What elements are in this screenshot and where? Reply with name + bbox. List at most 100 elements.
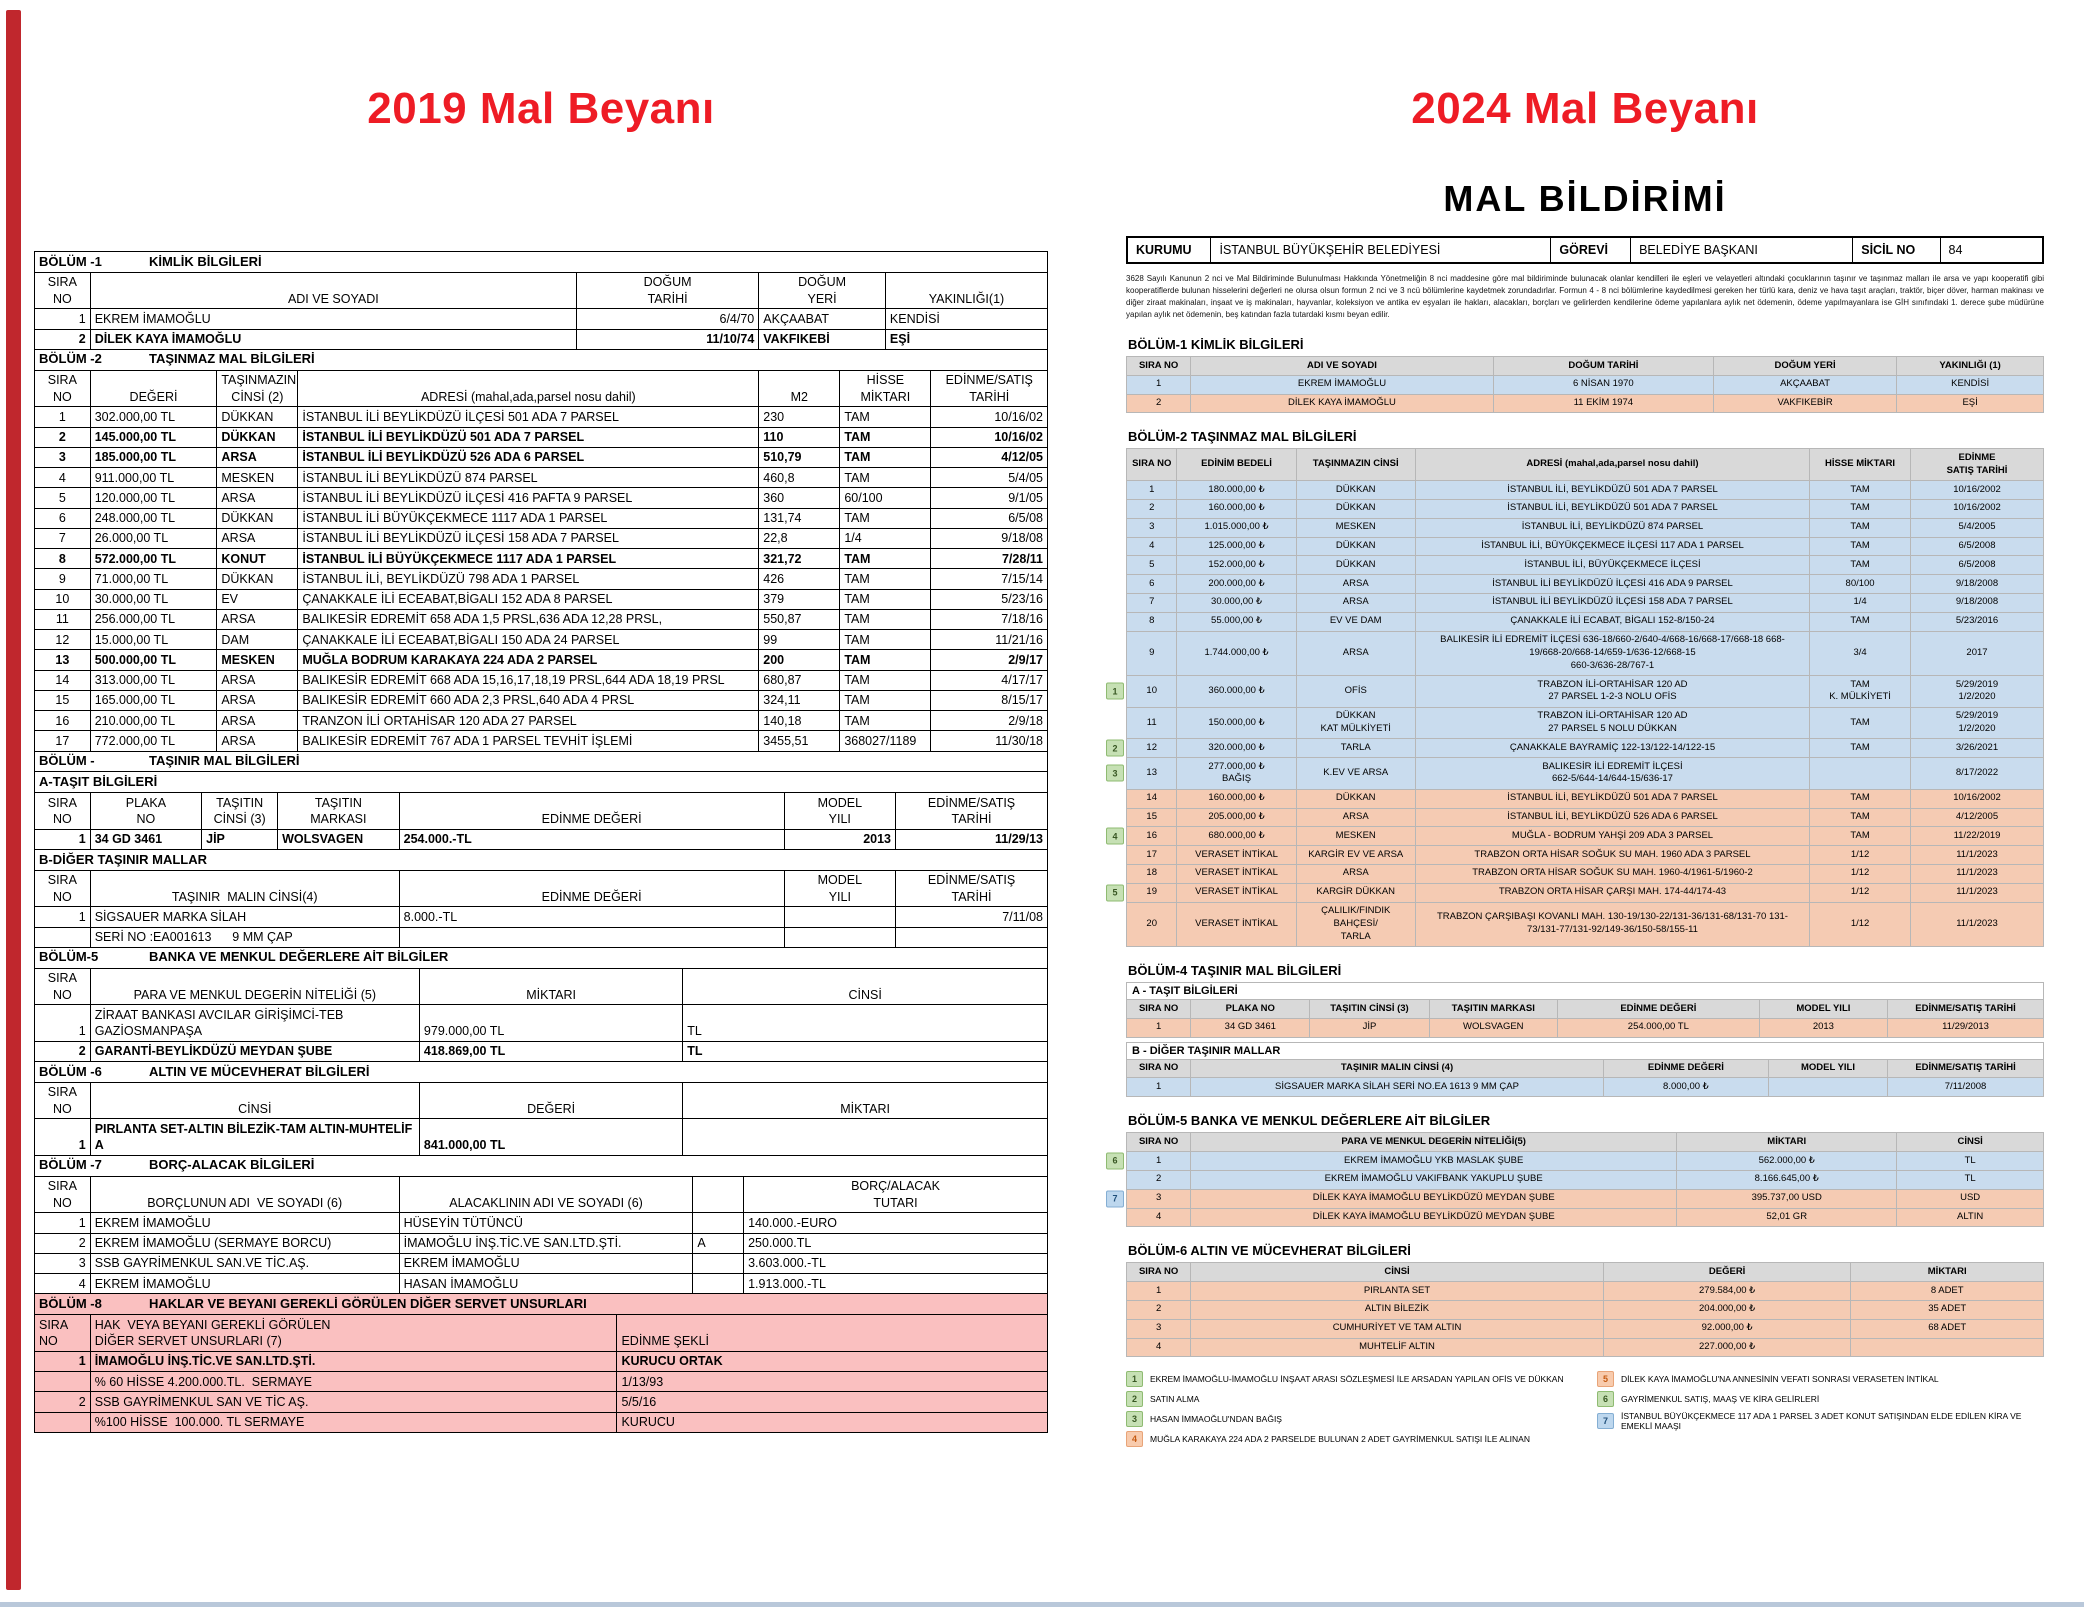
cell: 4 [34,467,91,489]
cell: 1 [1125,1017,1192,1038]
table-row: 1 PIRLANTA SET 279.584,00 ₺ 8 ADET [1125,1281,2044,1301]
cell: 7 [1125,592,1178,613]
cell: 200 [758,649,841,671]
footnote-chip: 6 [1597,1391,1614,1408]
cell: 11/10/74 [575,328,760,350]
cell: SİGSAUER MARKA SİLAH SERİ NO.EA 1613 9 M… [1190,1077,1604,1098]
footnote-item: 4 MUĞLA KARAKAYA 224 ADA 2 PARSELDE BULUN… [1126,1431,1573,1448]
footnote-badge: 5 [1106,884,1124,902]
table-row: 1 EKREM İMAMOĞLU HÜSEYİN TÜTÜNCÜ 140.000.-E… [34,1212,1048,1234]
cell: MESKEN [1295,826,1416,847]
cell: 11/29/13 [895,828,1048,851]
cell [398,926,785,948]
cell: 14 [1125,788,1178,809]
cell: A [692,1232,745,1254]
cell: 6/5/2008 [1910,536,2044,557]
table-row: 9 1.744.000,00 ₺ ARSA BALIKESİR İLİ EDREMİT… [1125,630,2044,677]
cell: İSTANBUL İLİ BEYLİKDÜZÜ İLÇESİ 416 PAFTA… [297,487,760,509]
cell: 11/1/2023 [1910,863,2044,884]
cell: TRABZON ORTA HİSAR SOĞUK SU MAH. 1960-4/… [1414,863,1811,884]
cell: 2 [34,1391,91,1413]
cell: 5 [34,487,91,509]
footnote-chip: 4 [1126,1431,1143,1448]
cell: 145.000,00 TL [89,426,218,448]
cell: 52,01 GR [1676,1207,1898,1228]
column-header: EDİNME/SATIŞ TARİHİ [1887,999,2044,1019]
cell: 5/23/2016 [1910,611,2044,632]
haklar-highlight: BÖLÜM -8 HAKLAR VE BEYANI GEREKLİ GÖRÜLEN… [34,1293,1048,1433]
section-title-b6: BÖLÜM-6 ALTIN VE MÜCEVHERAT BİLGİLERİ [1128,1243,1411,1259]
cell: KARGİR EV VE ARSA [1295,845,1416,865]
cell: SSB GAYRİMENKUL SAN.VE TİC.AŞ. [89,1252,400,1275]
cell: 140.000.-EURO [743,1212,1048,1234]
cell: EKREM İMAMOĞLU [1190,374,1494,395]
cell: 1 [34,1350,91,1373]
column-header: HİSSE MİKTARI [1809,448,1911,482]
table-row: 11 150.000,00 ₺ DÜKKAN KAT MÜLKİYETİ TRABZO… [1125,706,2044,740]
cell: İSTANBUL İLİ, BEYLİKDÜZÜ 501 ADA 7 PARSE… [1414,498,1811,519]
cell: BALIKESİR EDREMİT 668 ADA 15,16,17,18,19… [297,669,760,691]
cell: 34 GD 3461 [1190,1017,1311,1038]
cell: 1/4 [1809,592,1911,613]
cell: 10/16/2002 [1910,788,2044,809]
column-header: SIRA NO [34,1081,91,1120]
table-row: 11 256.000,00 TL ARSA BALIKESİR EDREMİT 658… [34,608,1048,631]
cell: 680.000,00 ₺ [1176,826,1297,847]
cell: 150.000,00 ₺ [1176,706,1297,740]
footnote-badge: 4 [1106,827,1124,845]
footnote-text: EKREM İMAMOĞLU-İMAMOĞLU İNŞAAT ARASI SÖZ… [1150,1374,1564,1385]
cell: 99 [758,629,841,651]
table-row: 1 İMAMOĞLU İNŞ.TİC.VE SAN.LTD.ŞTİ. KURUCU … [34,1350,1048,1373]
column-header: PLAKA NO [1190,999,1311,1019]
cell: KENDİSİ [884,308,1049,330]
cell: İSTANBUL İLİ BEYLİKDÜZÜ 526 ADA 6 PARSEL [297,446,760,469]
column-header: EDİNME DEĞERİ [398,869,785,908]
cell: EŞİ [884,328,1049,350]
cell: PIRLANTA SET-ALTIN BİLEZİK-TAM ALTIN-MUH… [89,1118,420,1156]
cell: HASAN İMAMOĞLU [398,1273,694,1295]
footnote-item: 5 DİLEK KAYA İMAMOĞLU'NA ANNESİNİN VEFATI… [1597,1371,2044,1388]
cell: 10/16/2002 [1910,498,2044,519]
footnote-item: 3 HASAN İMMAOĞLU'NDAN BAĞIŞ [1126,1411,1573,1428]
header-row: SIRA NO CİNSİ DEĞERİ MİKTARI [1125,1262,2044,1283]
tasit-table-2019: BÖLÜM - TAŞINIR MAL BİLGİLERİ A-TAŞIT BİLG… [34,750,1048,851]
cell: 248.000,00 TL [89,507,218,529]
cell: 550,87 [758,608,841,631]
cell: 279.584,00 ₺ [1602,1281,1852,1301]
cell: 8 [1125,611,1178,632]
section-title-row: BÖLÜM -1 KİMLİK BİLGİLERİ [34,251,1048,273]
table-row: 1 SİGSAUER MARKA SİLAH SERİ NO.EA 1613 9 … [1125,1077,2044,1098]
cell: İSTANBUL İLİ, BEYLİKDÜZÜ 501 ADA 7 PARSE… [1414,480,1811,500]
column-header [692,1175,745,1214]
cell: 1/4 [839,527,932,550]
cell: TAM [839,669,932,691]
cell: İSTANBUL İLİ, BEYLİKDÜZÜ 874 PARSEL [1414,517,1811,538]
cell: DÜKKAN [1295,788,1416,809]
cell [1767,1077,1889,1098]
cell: 5/29/2019 1/2/2020 [1910,706,2044,740]
cell [34,926,91,948]
cell: ARSA [216,669,299,691]
column-header: TAŞINIR MALIN CİNSİ(4) [89,869,400,908]
cell: TAM [839,568,932,590]
cell: DÜKKAN [1295,498,1416,519]
column-header: PLAKA NO [89,792,203,830]
cell: 11/30/18 [930,730,1048,752]
cell [1809,757,1911,790]
cell: 180.000,00 ₺ [1176,480,1297,500]
table-row: 16 4 680.000,00 ₺ MESKEN MUĞLA - BODRUM YAHŞ… [1106,826,2044,847]
cell: 92.000,00 ₺ [1602,1318,1852,1339]
table-row: 14 160.000,00 ₺ DÜKKAN İSTANBUL İLİ, BEYLİK… [1125,788,2044,809]
cell: 6/4/70 [575,308,760,330]
table-row: 3 1.015.000,00 ₺ MESKEN İSTANBUL İLİ, BEYLİ… [1125,517,2044,538]
table-row: 1 EKREM İMAMOĞLU 6/4/70 AKÇAABAT KENDİSİ [34,308,1049,330]
column-header: MODEL YILI [1758,999,1889,1019]
cell: 3 [1125,1318,1192,1339]
diger-tasinir-table-2019: B-DİĞER TAŞINIR MALLAR SIRA NO TAŞINIR MAL… [34,849,1048,948]
table-row: 17 772.000,00 TL ARSA BALIKESİR EDREMİT 767… [34,730,1048,752]
column-header: ADI VE SOYADI [1190,356,1494,376]
footnote-badge: 3 [1106,764,1124,782]
section-title-row: BÖLÜM-5 BANKA VE MENKUL DEĞERLERE AİT BİL… [34,946,1048,969]
cell: TAM [839,649,932,671]
